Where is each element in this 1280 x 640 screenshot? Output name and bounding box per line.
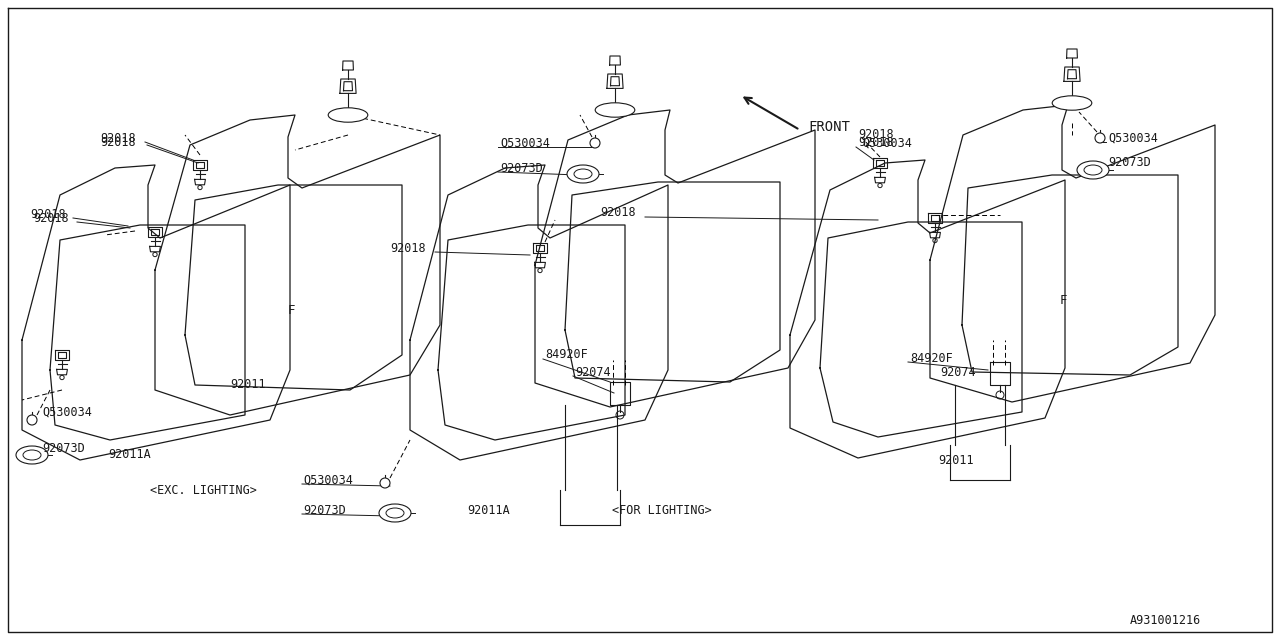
Text: A931001216: A931001216 xyxy=(1130,614,1201,627)
Circle shape xyxy=(590,138,600,148)
Text: F: F xyxy=(288,303,296,317)
Text: 92018: 92018 xyxy=(100,136,136,148)
Text: 92011A: 92011A xyxy=(467,504,509,516)
Polygon shape xyxy=(931,105,1215,402)
Text: 92018: 92018 xyxy=(100,131,136,145)
Text: 92074: 92074 xyxy=(940,367,975,380)
Text: 92073D: 92073D xyxy=(42,442,84,454)
Ellipse shape xyxy=(1076,161,1108,179)
Text: 92073D: 92073D xyxy=(303,504,346,516)
Text: 92018: 92018 xyxy=(29,209,65,221)
Text: 92074: 92074 xyxy=(575,365,611,378)
Polygon shape xyxy=(535,110,815,407)
Ellipse shape xyxy=(567,165,599,183)
Text: Q530034: Q530034 xyxy=(303,474,353,486)
Ellipse shape xyxy=(1052,96,1092,110)
Text: 92018: 92018 xyxy=(390,241,426,255)
Polygon shape xyxy=(410,165,668,460)
Text: <EXC. LIGHTING>: <EXC. LIGHTING> xyxy=(150,483,257,497)
Polygon shape xyxy=(155,115,440,415)
Text: 84920F: 84920F xyxy=(910,351,952,365)
Circle shape xyxy=(1094,133,1105,143)
Ellipse shape xyxy=(379,504,411,522)
Text: FRONT: FRONT xyxy=(808,120,850,134)
Text: F: F xyxy=(1060,294,1068,307)
Ellipse shape xyxy=(595,103,635,117)
Polygon shape xyxy=(22,165,291,460)
Circle shape xyxy=(380,478,390,488)
Text: <FOR LIGHTING>: <FOR LIGHTING> xyxy=(612,504,712,516)
Text: Q530034: Q530034 xyxy=(500,136,550,150)
Text: 92011A: 92011A xyxy=(108,449,151,461)
Text: 92018: 92018 xyxy=(33,211,69,225)
Text: Q530034: Q530034 xyxy=(1108,131,1158,145)
Text: 92018: 92018 xyxy=(858,136,893,150)
Text: 92073D: 92073D xyxy=(500,161,543,175)
Polygon shape xyxy=(790,160,1065,458)
Text: 92073D: 92073D xyxy=(1108,157,1151,170)
Ellipse shape xyxy=(328,108,367,122)
Text: Q530034: Q530034 xyxy=(42,406,92,419)
Text: 92018: 92018 xyxy=(858,129,893,141)
Text: 92011: 92011 xyxy=(230,378,266,392)
Text: 84920F: 84920F xyxy=(545,349,588,362)
Ellipse shape xyxy=(15,446,49,464)
Text: 92011: 92011 xyxy=(938,454,974,467)
Circle shape xyxy=(27,415,37,425)
Text: 92018: 92018 xyxy=(600,207,636,220)
Text: Q530034: Q530034 xyxy=(861,136,911,150)
